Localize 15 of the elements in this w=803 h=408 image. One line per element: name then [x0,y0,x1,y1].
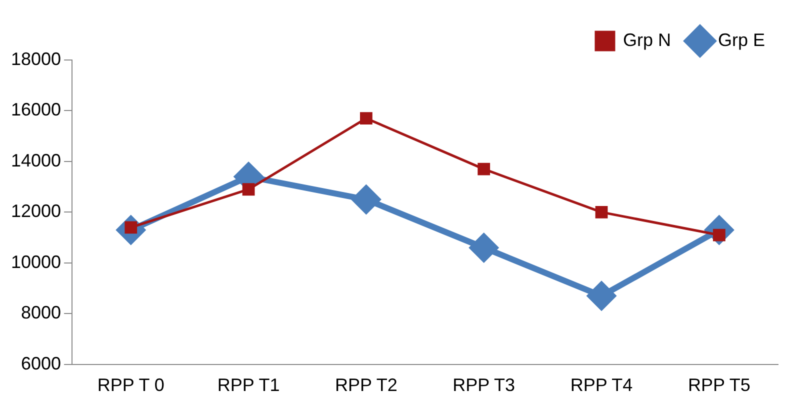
y-tick-label: 12000 [10,201,62,222]
x-tick-label: RPP T2 [335,375,398,396]
y-tick-label: 16000 [10,100,62,120]
x-tick-label: RPP T3 [452,375,516,396]
legend-label: Grp E [718,30,766,50]
y-tick-label: 6000 [21,353,62,374]
y-tick-label: 18000 [10,48,62,69]
y-tick-label: 14000 [10,150,62,170]
y-tick-label: 8000 [21,302,62,323]
x-tick-label: RPP T 0 [97,375,164,396]
y-tick-label: 10000 [10,252,62,272]
x-tick-label: RPP T4 [570,375,633,396]
legend-label: Grp N [622,30,671,50]
x-tick-label: RPP T5 [688,375,750,396]
x-tick-label: RPP T1 [217,375,280,396]
